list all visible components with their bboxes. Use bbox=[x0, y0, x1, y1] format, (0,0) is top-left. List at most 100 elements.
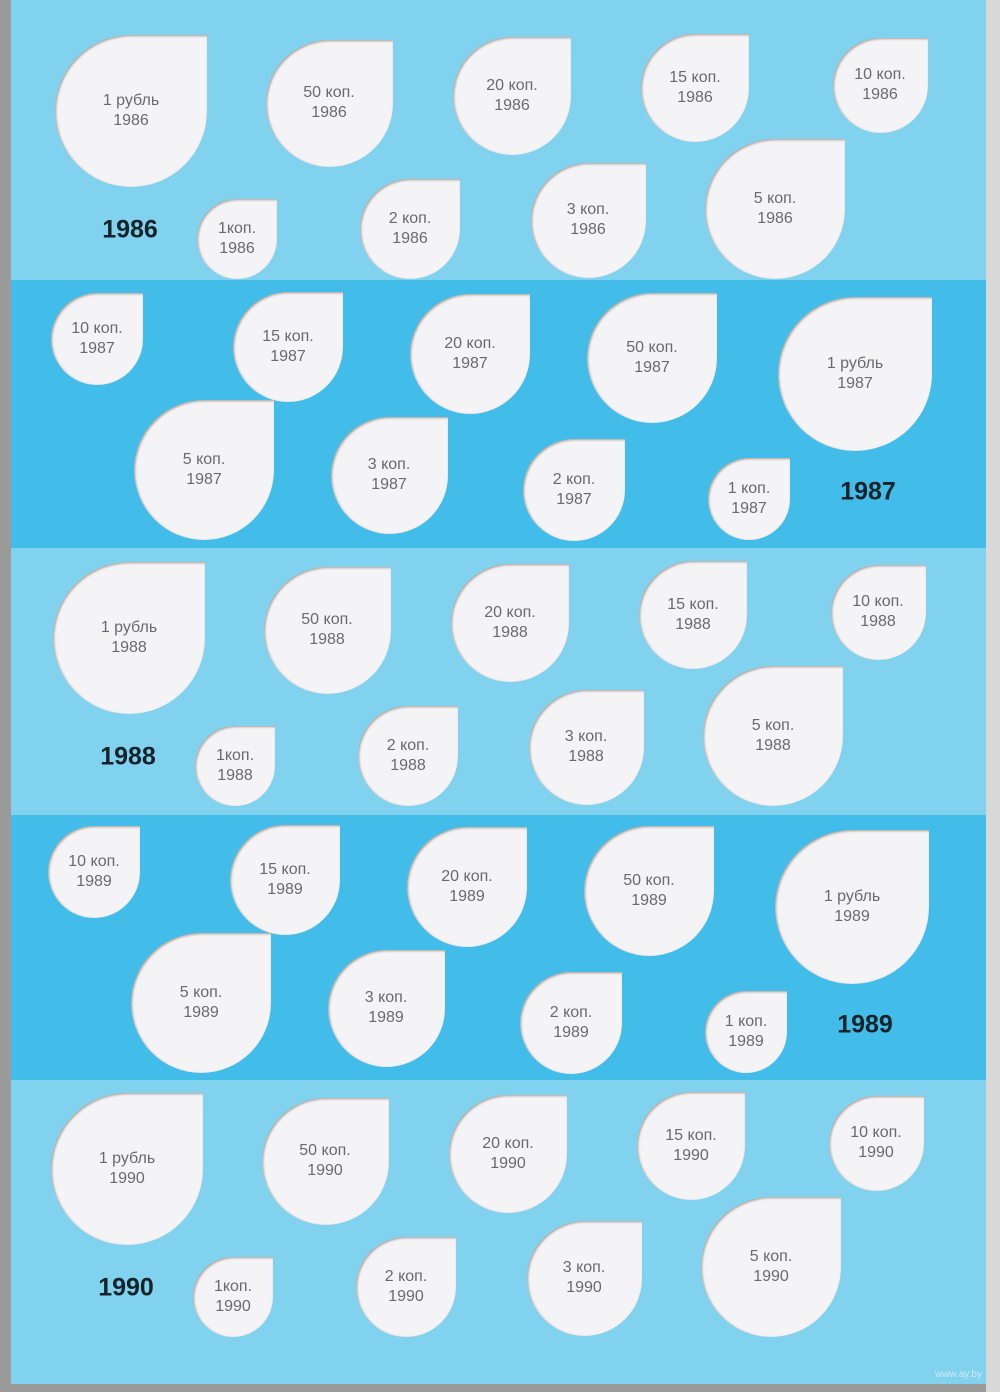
coin-year: 1986 bbox=[677, 89, 713, 106]
coin-denomination: 10 коп. bbox=[850, 1124, 902, 1141]
coin-slot: 3 коп. 1986 bbox=[530, 162, 646, 278]
coin-denomination: 20 коп. bbox=[444, 335, 496, 352]
coin-year: 1988 bbox=[492, 624, 528, 641]
coin-slot: 10 коп. 1987 bbox=[51, 293, 143, 385]
coin-denomination: 15 коп. bbox=[669, 69, 721, 86]
coin-year: 1990 bbox=[858, 1144, 894, 1161]
coin-year: 1987 bbox=[270, 348, 306, 365]
coin-denomination: 2 коп. bbox=[549, 1004, 593, 1021]
coin-year: 1988 bbox=[860, 613, 896, 630]
coin-denomination: 1 рубль bbox=[98, 1150, 156, 1167]
coin-slot: 1коп. 1986 bbox=[197, 199, 277, 279]
coin-album-page: 1986 1 рубль 1986 50 коп. 1986 20 коп. 1986 15 … bbox=[11, 0, 986, 1384]
coin-slot: 20 коп. 1986 bbox=[453, 37, 571, 155]
page-edge bbox=[986, 0, 1000, 1392]
coin-denomination: 3 коп. bbox=[566, 201, 610, 218]
coin-denomination: 1 рубль bbox=[826, 355, 884, 372]
coin-slot: 3 коп. 1989 bbox=[327, 949, 445, 1067]
coin-year: 1990 bbox=[673, 1147, 709, 1164]
coin-slot: 2 коп. 1990 bbox=[356, 1237, 456, 1337]
coin-slot: 50 коп. 1989 bbox=[584, 826, 714, 956]
coin-year: 1987 bbox=[556, 491, 592, 508]
coin-denomination: 15 коп. bbox=[667, 596, 719, 613]
coin-denomination: 1 коп. bbox=[724, 1013, 768, 1030]
year-label: 1990 bbox=[98, 1273, 154, 1302]
coin-slot: 5 коп. 1990 bbox=[701, 1197, 841, 1337]
coin-year: 1987 bbox=[837, 375, 873, 392]
coin-slot: 10 коп. 1988 bbox=[830, 564, 926, 660]
coin-year: 1987 bbox=[634, 359, 670, 376]
coin-denomination: 1 рубль bbox=[823, 888, 881, 905]
year-label: 1989 bbox=[837, 1010, 893, 1039]
coin-year: 1988 bbox=[568, 748, 604, 765]
coin-year: 1987 bbox=[731, 500, 767, 517]
coin-year: 1990 bbox=[490, 1155, 526, 1172]
coin-denomination: 10 коп. bbox=[68, 853, 120, 870]
coin-denomination: 50 коп. bbox=[623, 872, 675, 889]
coin-slot: 1коп. 1990 bbox=[193, 1257, 273, 1337]
coin-slot: 15 коп. 1989 bbox=[230, 825, 340, 935]
coin-year: 1989 bbox=[553, 1024, 589, 1041]
year-label: 1988 bbox=[100, 742, 156, 771]
coin-slot: 50 коп. 1990 bbox=[261, 1097, 389, 1225]
coin-denomination: 3 коп. bbox=[364, 989, 408, 1006]
coin-slot: 2 коп. 1986 bbox=[360, 179, 460, 279]
coin-year: 1989 bbox=[631, 892, 667, 909]
coin-denomination: 15 коп. bbox=[262, 328, 314, 345]
coin-slot: 50 коп. 1987 bbox=[587, 293, 717, 423]
coin-denomination: 20 коп. bbox=[486, 77, 538, 94]
coin-year: 1986 bbox=[570, 221, 606, 238]
coin-year: 1986 bbox=[862, 86, 898, 103]
coin-denomination: 50 коп. bbox=[301, 611, 353, 628]
coin-denomination: 1 коп. bbox=[727, 480, 771, 497]
coin-slot: 1коп. 1988 bbox=[195, 726, 275, 806]
watermark: www.ay.by bbox=[934, 1369, 982, 1380]
coin-year: 1986 bbox=[219, 240, 255, 257]
coin-slot: 5 коп. 1986 bbox=[705, 139, 845, 279]
coin-year: 1990 bbox=[215, 1298, 251, 1315]
coin-denomination: 5 коп. bbox=[749, 1248, 793, 1265]
coin-denomination: 5 коп. bbox=[182, 451, 226, 468]
coin-slot: 20 коп. 1988 bbox=[451, 564, 569, 682]
coin-slot: 10 коп. 1986 bbox=[832, 37, 928, 133]
coin-year: 1990 bbox=[753, 1268, 789, 1285]
coin-denomination: 10 коп. bbox=[854, 66, 906, 83]
coin-slot: 5 коп. 1987 bbox=[134, 400, 274, 540]
coin-slot: 20 коп. 1987 bbox=[410, 294, 530, 414]
year-label: 1987 bbox=[840, 477, 896, 506]
coin-denomination: 15 коп. bbox=[259, 861, 311, 878]
coin-year: 1988 bbox=[217, 767, 253, 784]
coin-year: 1989 bbox=[76, 873, 112, 890]
coin-slot: 15 коп. 1990 bbox=[637, 1092, 745, 1200]
coin-slot: 1 рубль 1988 bbox=[53, 562, 205, 714]
coin-denomination: 1коп. bbox=[213, 1278, 253, 1295]
coin-denomination: 3 коп. bbox=[564, 728, 608, 745]
coin-slot: 3 коп. 1987 bbox=[330, 416, 448, 534]
coin-year: 1989 bbox=[449, 888, 485, 905]
coin-denomination: 2 коп. bbox=[552, 471, 596, 488]
coin-slot: 1 коп. 1987 bbox=[708, 458, 790, 540]
coin-denomination: 1 рубль bbox=[100, 619, 158, 636]
coin-slot: 3 коп. 1990 bbox=[526, 1220, 642, 1336]
coin-denomination: 1 рубль bbox=[102, 92, 160, 109]
coin-denomination: 50 коп. bbox=[299, 1142, 351, 1159]
coin-denomination: 50 коп. bbox=[626, 339, 678, 356]
coin-slot: 10 коп. 1990 bbox=[828, 1095, 924, 1191]
coin-denomination: 2 коп. bbox=[384, 1268, 428, 1285]
coin-year: 1986 bbox=[392, 230, 428, 247]
coin-slot: 15 коп. 1986 bbox=[641, 34, 749, 142]
coin-slot: 20 коп. 1990 bbox=[449, 1095, 567, 1213]
coin-denomination: 50 коп. bbox=[303, 84, 355, 101]
coin-year: 1986 bbox=[113, 112, 149, 129]
coin-slot: 5 коп. 1989 bbox=[131, 933, 271, 1073]
coin-year: 1990 bbox=[109, 1170, 145, 1187]
coin-denomination: 20 коп. bbox=[484, 604, 536, 621]
coin-year: 1989 bbox=[368, 1009, 404, 1026]
coin-year: 1987 bbox=[79, 340, 115, 357]
coin-denomination: 10 коп. bbox=[71, 320, 123, 337]
coin-slot: 1 рубль 1989 bbox=[775, 830, 929, 984]
coin-year: 1987 bbox=[452, 355, 488, 372]
coin-denomination: 20 коп. bbox=[482, 1135, 534, 1152]
coin-denomination: 5 коп. bbox=[753, 190, 797, 207]
coin-denomination: 2 коп. bbox=[386, 737, 430, 754]
